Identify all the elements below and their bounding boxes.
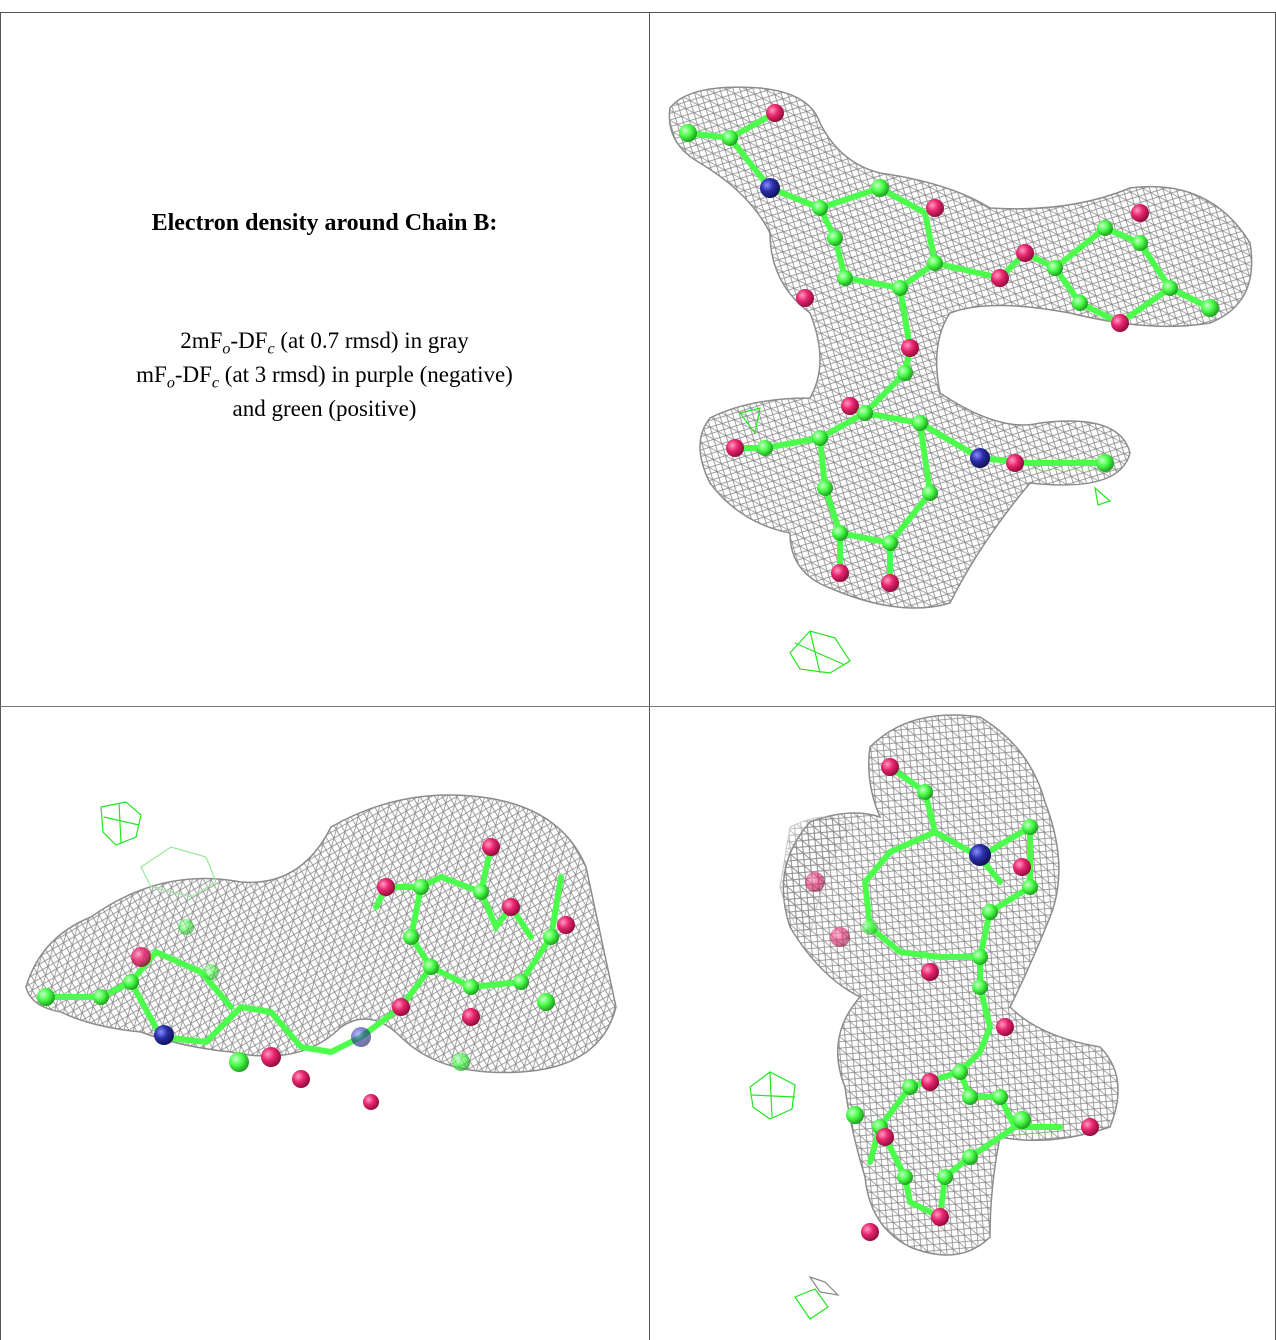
density-panel-bottom-right	[650, 707, 1275, 1340]
table-left-border	[0, 12, 1, 1340]
table-horizontal-divider	[0, 706, 1276, 707]
caption-body: 2mFo-DFc (at 0.7 rmsd) in gray mFo-DFc (…	[0, 324, 649, 426]
atoms-bottom-left	[37, 838, 575, 1110]
caption-cell: Electron density around Chain B: 2mFo-DF…	[0, 12, 649, 706]
density-render-bottom-right	[749, 714, 1119, 1320]
density-render-top-right	[668, 86, 1253, 674]
density-render-bottom-left	[25, 794, 617, 1110]
density-panel-top-right	[650, 13, 1275, 706]
table-top-border	[0, 12, 1276, 13]
chain-b-bonds	[43, 844, 564, 1056]
positive-density-blobs	[749, 1071, 840, 1320]
caption-line-2: mFo-DFc (at 3 rmsd) in purple (negative)	[136, 362, 513, 392]
positive-density-blobs	[100, 801, 217, 898]
caption-line-1: 2mFo-DFc (at 0.7 rmsd) in gray	[180, 328, 469, 358]
atoms-top-right	[679, 104, 1219, 592]
gray-mesh-2mfo-dfc	[25, 794, 617, 1074]
table-vertical-divider	[649, 12, 650, 1340]
atoms-bottom-right	[805, 758, 1099, 1241]
positive-density-blobs	[738, 407, 1112, 674]
caption-line-3: and green (positive)	[232, 396, 417, 421]
density-panel-bottom-left	[1, 707, 649, 1340]
gray-mesh-2mfo-dfc	[668, 86, 1253, 609]
caption-title: Electron density around Chain B:	[151, 210, 498, 236]
